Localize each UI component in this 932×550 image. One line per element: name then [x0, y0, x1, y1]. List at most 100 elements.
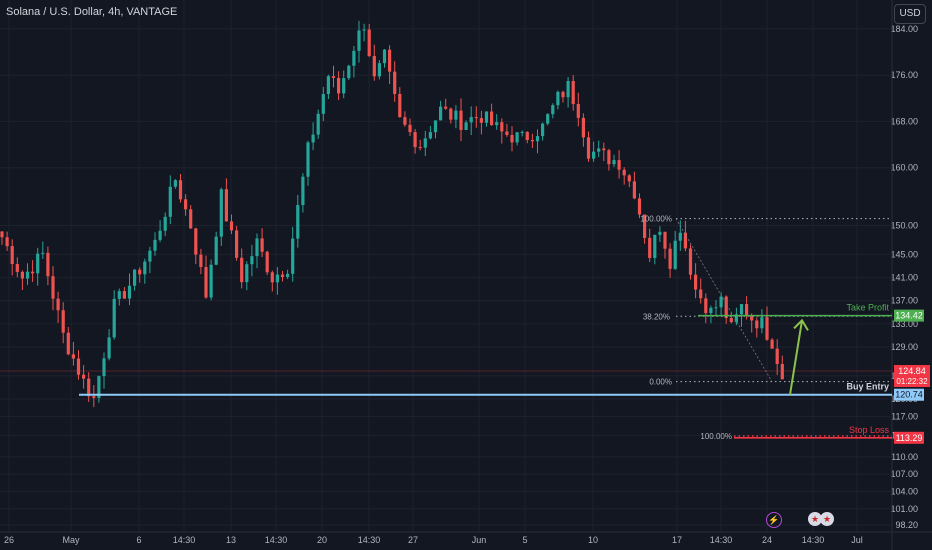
price-tag-value: 120.74: [895, 390, 923, 400]
candle-body: [122, 291, 126, 299]
candle-body: [530, 139, 534, 142]
candle-body: [765, 317, 769, 340]
current-price-value: 124.84: [898, 366, 926, 376]
candle-body: [617, 160, 621, 170]
candle-body: [775, 348, 779, 364]
fib-level-label: 0.00%: [649, 378, 672, 387]
candle-body: [495, 122, 499, 126]
candle-body: [382, 49, 387, 64]
y-tick-label: 133.00: [890, 319, 918, 329]
candle-body: [719, 296, 723, 308]
candle-body: [36, 253, 40, 274]
candle-body: [97, 376, 101, 398]
candle-body: [275, 274, 279, 283]
candle-body: [112, 298, 116, 338]
x-tick-label: Jun: [472, 535, 487, 545]
candle-body: [56, 298, 60, 311]
candle-body: [117, 291, 121, 299]
candle-body: [15, 263, 19, 272]
candle-body: [357, 30, 361, 51]
candle-body: [622, 169, 626, 176]
candle-body: [418, 147, 422, 149]
us-flag-icon[interactable]: ★: [808, 512, 822, 526]
candle-body: [5, 237, 9, 247]
candle-body: [586, 137, 591, 159]
candle-body: [337, 77, 341, 94]
y-tick-label: 101.00: [890, 504, 918, 514]
candle-body: [82, 374, 86, 379]
candle-body: [500, 122, 504, 132]
candle-body: [224, 189, 228, 222]
candle-body: [484, 111, 489, 123]
candle-body: [551, 105, 555, 115]
candle-body: [694, 274, 698, 290]
candle-body: [240, 257, 244, 283]
candle-body: [699, 289, 703, 299]
chart-title: Solana / U.S. Dollar, 4h, VANTAGE: [6, 6, 178, 18]
us-flag-icon[interactable]: ★: [820, 512, 834, 526]
candle-body: [46, 252, 50, 277]
candle-body: [678, 232, 682, 241]
candle-body: [449, 108, 453, 120]
candle-body: [178, 180, 183, 200]
candle-body: [326, 76, 330, 95]
candle-body: [184, 199, 188, 210]
x-tick-label: 27: [408, 535, 418, 545]
candle-body: [734, 314, 738, 323]
candle-body: [688, 248, 693, 275]
y-tick-label: 150.00: [890, 221, 918, 231]
y-tick-label: 145.00: [890, 249, 918, 259]
candle-body: [255, 238, 259, 257]
candle-body: [235, 230, 239, 258]
price-tag: [894, 431, 924, 444]
candle-body: [658, 231, 662, 235]
candle-body: [61, 310, 65, 333]
y-tick-label: 184.00: [890, 24, 918, 34]
candle-body: [428, 132, 432, 139]
candle-body: [31, 271, 35, 274]
candle-body: [535, 136, 540, 142]
candle-body: [612, 160, 616, 165]
candle-body: [408, 124, 412, 133]
candle-body: [311, 134, 315, 143]
candle-body: [724, 296, 728, 318]
fib-level-label: 100.00%: [700, 432, 732, 441]
candle-body: [648, 237, 652, 258]
candle-body: [520, 131, 524, 133]
candle-body: [739, 304, 744, 315]
candle-body: [25, 271, 30, 279]
candle-body: [153, 239, 157, 251]
candle-body: [760, 317, 764, 329]
candle-body: [780, 363, 784, 380]
target-arrow: [789, 320, 803, 395]
y-tick-label: 107.00: [890, 469, 918, 479]
candle-body: [76, 358, 81, 375]
y-tick-label: 176.00: [890, 70, 918, 80]
candle-body: [668, 248, 672, 269]
x-tick-label: 14:30: [802, 535, 825, 545]
candle-body: [663, 231, 667, 249]
currency-button[interactable]: USD: [894, 4, 926, 24]
candle-body: [474, 117, 478, 119]
candle-body: [87, 378, 91, 397]
x-tick-label: 20: [317, 535, 327, 545]
candle-body: [377, 63, 381, 77]
candle-body: [546, 114, 550, 124]
candle-body: [627, 175, 631, 182]
candle-body: [0, 231, 4, 238]
x-tick-label: 14:30: [173, 535, 196, 545]
candle-body: [755, 320, 759, 329]
candle-body: [607, 150, 611, 165]
candle-body: [367, 29, 371, 57]
candle-body: [469, 117, 473, 123]
candle-body: [592, 151, 596, 159]
candle-body: [265, 251, 269, 273]
bolt-icon[interactable]: ⚡: [766, 512, 782, 528]
candle-body: [505, 131, 509, 135]
candle-body: [439, 106, 443, 121]
candle-body: [459, 110, 463, 130]
x-tick-label: 6: [136, 535, 141, 545]
candle-body: [66, 332, 70, 355]
candle-body: [398, 93, 402, 118]
